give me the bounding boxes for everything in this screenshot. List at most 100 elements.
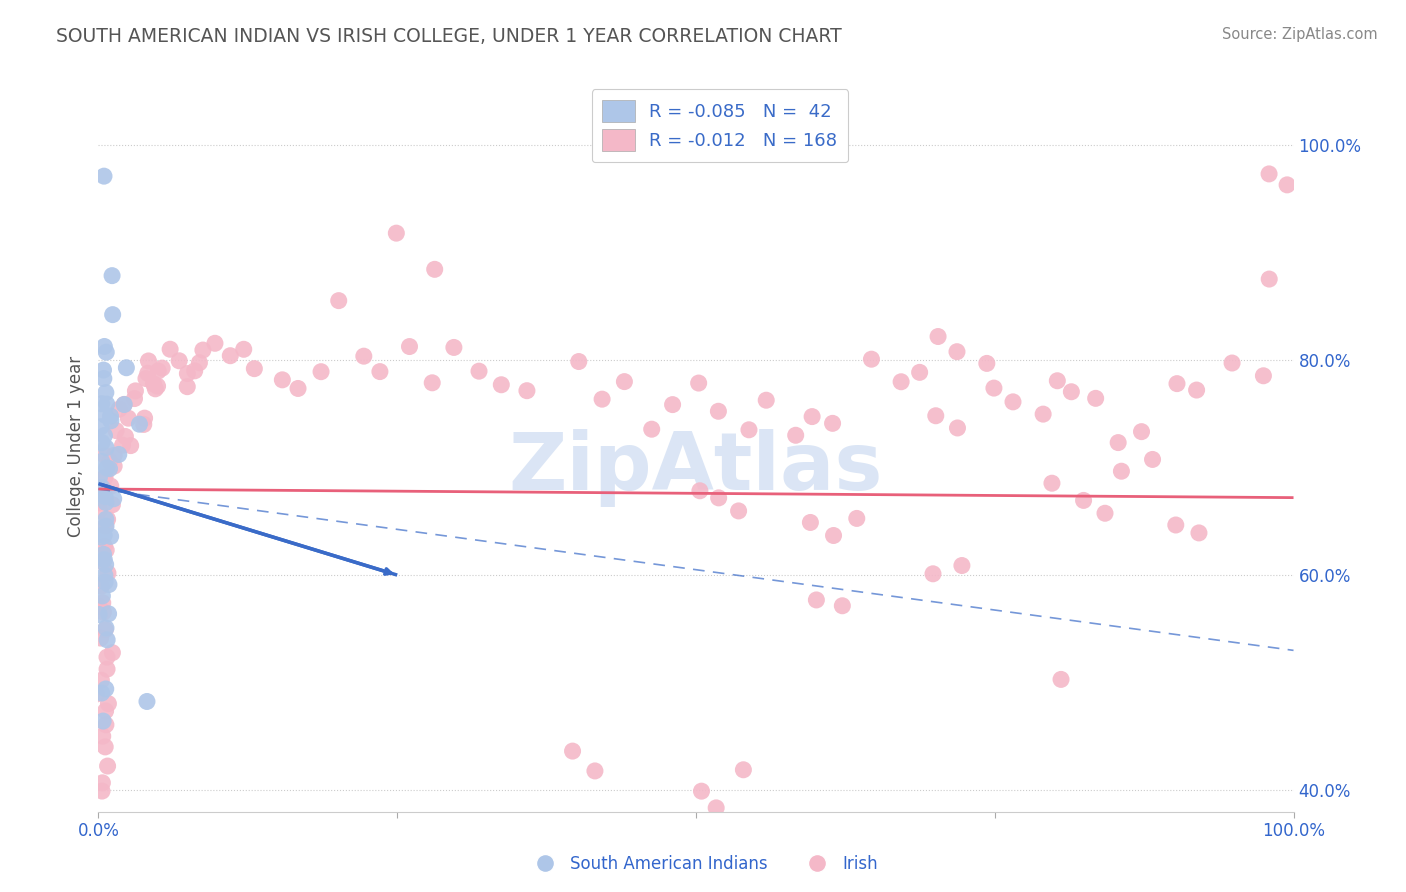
Point [799, 516, 821, 530]
Point [94, 568, 117, 582]
Point [97, 759, 120, 773]
Point [368, 365, 391, 379]
Point [120, 439, 142, 453]
Point [94, 621, 117, 635]
Point [93, 605, 115, 619]
Point [922, 566, 945, 581]
Point [87, 599, 110, 614]
Point [1253, 368, 1275, 383]
Point [385, 226, 408, 240]
Point [219, 349, 242, 363]
Point [87, 496, 110, 510]
Point [94, 704, 117, 718]
Point [90, 397, 112, 411]
Point [860, 352, 883, 367]
Point [1060, 384, 1083, 399]
Legend: South American Indians, Irish: South American Indians, Irish [522, 848, 884, 880]
Point [491, 377, 513, 392]
Point [232, 343, 254, 357]
Point [101, 646, 124, 660]
Point [738, 423, 761, 437]
Point [96, 345, 118, 359]
Point [1001, 395, 1024, 409]
Point [688, 376, 710, 390]
Point [420, 376, 443, 390]
Point [94, 449, 117, 463]
Point [443, 341, 465, 355]
Point [661, 398, 683, 412]
Point [287, 382, 309, 396]
Point [94, 739, 117, 754]
Point [93, 371, 115, 385]
Point [93, 527, 115, 541]
Point [138, 354, 160, 368]
Point [90, 631, 112, 645]
Point [733, 763, 755, 777]
Point [561, 744, 583, 758]
Point [91, 555, 114, 569]
Point [105, 424, 128, 438]
Point [111, 438, 134, 452]
Point [591, 392, 613, 406]
Point [568, 354, 591, 368]
Point [1046, 374, 1069, 388]
Point [93, 552, 115, 566]
Point [468, 364, 491, 378]
Point [93, 539, 115, 553]
Point [976, 356, 998, 370]
Point [107, 447, 129, 461]
Point [124, 392, 146, 406]
Point [93, 339, 115, 353]
Point [94, 512, 117, 526]
Point [890, 375, 912, 389]
Point [91, 485, 114, 500]
Point [1275, 178, 1298, 192]
Point [94, 718, 117, 732]
Point [94, 490, 117, 504]
Point [91, 784, 114, 798]
Point [114, 429, 136, 443]
Point [97, 566, 120, 580]
Point [423, 262, 446, 277]
Point [1084, 392, 1107, 406]
Point [146, 379, 169, 393]
Point [108, 402, 131, 417]
Point [271, 373, 294, 387]
Point [908, 365, 931, 379]
Legend: R = -0.085   N =  42, R = -0.012   N = 168: R = -0.085 N = 42, R = -0.012 N = 168 [592, 89, 848, 162]
Point [94, 409, 117, 423]
Point [689, 483, 711, 498]
Point [823, 528, 845, 542]
Point [136, 367, 159, 381]
Point [1220, 356, 1243, 370]
Point [91, 589, 114, 603]
Point [204, 336, 226, 351]
Point [132, 417, 155, 432]
Point [124, 384, 146, 398]
Point [727, 504, 749, 518]
Point [755, 393, 778, 408]
Point [142, 376, 165, 391]
Point [94, 558, 117, 572]
Point [1130, 425, 1153, 439]
Point [641, 422, 664, 436]
Point [176, 367, 198, 381]
Text: ZipAtlas: ZipAtlas [509, 429, 883, 507]
Point [96, 461, 118, 475]
Point [97, 697, 120, 711]
Point [90, 454, 112, 468]
Point [707, 491, 730, 505]
Point [188, 356, 211, 370]
Point [96, 650, 118, 665]
Point [136, 694, 159, 708]
Point [91, 596, 114, 610]
Point [93, 528, 115, 542]
Point [811, 834, 834, 848]
Point [191, 343, 214, 357]
Point [96, 632, 118, 647]
Point [1258, 167, 1281, 181]
Point [89, 503, 111, 517]
Point [103, 459, 125, 474]
Point [309, 365, 332, 379]
Point [1094, 506, 1116, 520]
